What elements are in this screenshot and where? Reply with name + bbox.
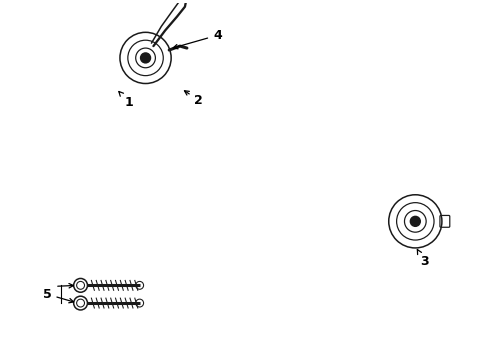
Circle shape (141, 53, 150, 63)
Text: 5: 5 (42, 288, 74, 303)
Text: 2: 2 (184, 91, 203, 107)
Text: 4: 4 (173, 29, 222, 49)
Text: 1: 1 (119, 91, 133, 109)
Text: 3: 3 (416, 249, 427, 268)
Circle shape (409, 216, 419, 226)
